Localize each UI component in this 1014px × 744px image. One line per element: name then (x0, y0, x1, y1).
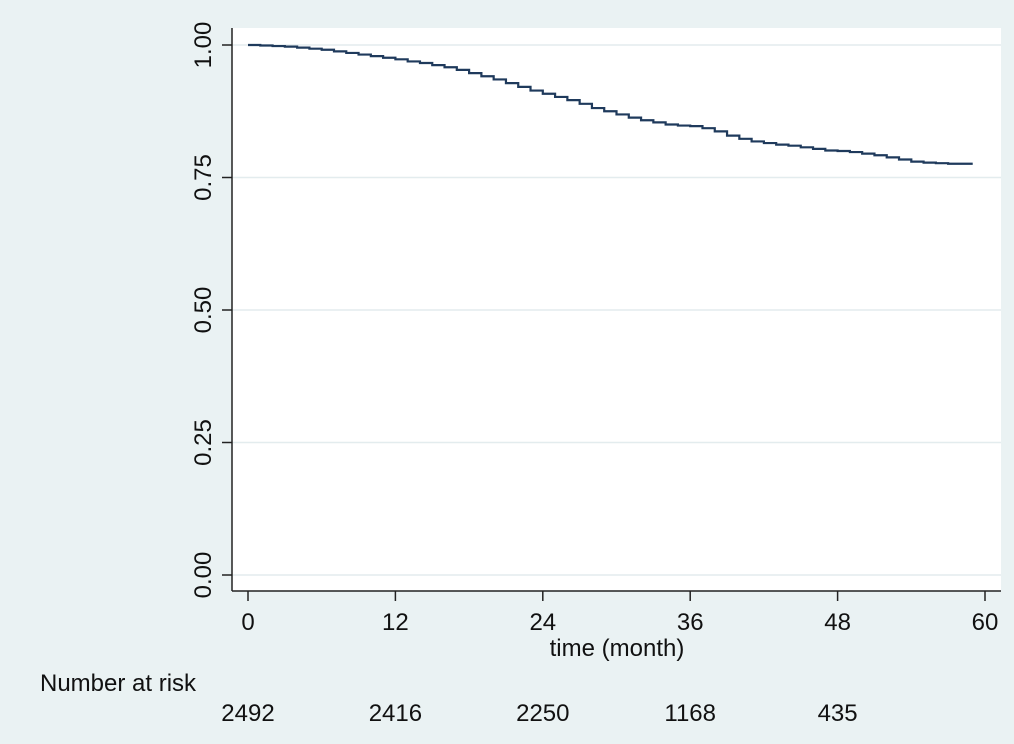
x-tick-label-3: 36 (677, 609, 704, 636)
x-tick-label-5: 60 (972, 609, 999, 636)
y-tick-label-0: 0.00 (190, 552, 217, 599)
risk-count-1: 2416 (369, 700, 422, 727)
number-at-risk-label: Number at risk (40, 670, 197, 697)
series-line-0 (248, 43, 973, 165)
y-tick-label-3: 0.75 (190, 154, 217, 201)
series-layer (248, 43, 973, 165)
grid-lines (232, 44, 1001, 576)
y-tick-label-1: 0.25 (190, 419, 217, 466)
x-axis-title: time (month) (550, 635, 685, 662)
y-tick-label-4: 1.00 (190, 22, 217, 69)
risk-count-3: 1168 (664, 700, 716, 727)
x-tick-label-4: 48 (824, 609, 851, 636)
x-tick-label-0: 0 (241, 609, 254, 636)
axes (222, 28, 1001, 601)
y-tick-label-2: 0.50 (190, 287, 217, 334)
risk-count-2: 2250 (516, 700, 569, 727)
x-tick-label-2: 24 (529, 609, 556, 636)
risk-count-0: 2492 (221, 700, 274, 727)
tick-labels: 0.00 0.25 0.50 0.75 1.00 0 12 24 36 48 60 (190, 22, 998, 636)
risk-count-4: 435 (818, 700, 858, 727)
x-tick-label-1: 12 (382, 609, 409, 636)
number-at-risk-row: 2492 2416 2250 1168 435 (221, 700, 857, 727)
